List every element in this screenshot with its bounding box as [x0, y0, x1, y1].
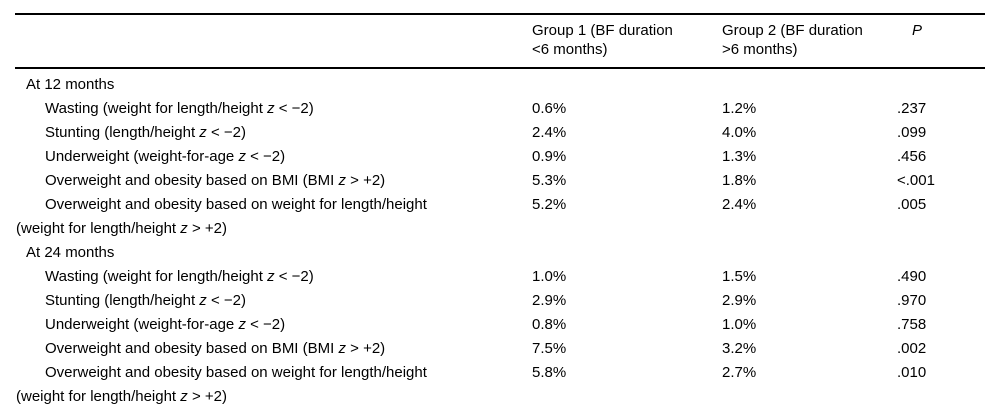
row-label: At 12 months: [26, 76, 115, 93]
table-header: Group 1 (BF duration <6 months) Group 2 …: [15, 14, 985, 69]
group1-value: [532, 241, 722, 265]
group1-value: 2.4%: [532, 124, 567, 141]
column-header-group2-label: Group 2 (BF duration >6 months): [722, 22, 863, 58]
group2-value: 2.9%: [722, 292, 757, 309]
row-label: Overweight and obesity based on weight f…: [15, 193, 532, 241]
group2-value: 1.8%: [722, 172, 757, 189]
group1-value: 0.9%: [532, 148, 567, 165]
table-row: Wasting (weight for length/height z < −2…: [15, 265, 985, 289]
group1-value: 5.2%: [532, 196, 567, 213]
row-label: Overweight and obesity based on BMI (BMI…: [45, 340, 386, 357]
group1-value: 0.8%: [532, 316, 567, 333]
z-score-symbol: z: [338, 172, 346, 189]
row-label: At 24 months: [26, 244, 115, 261]
table-row: Underweight (weight-for-age z < −2) 0.9% 1…: [15, 145, 985, 169]
column-header-p-label: P: [912, 22, 923, 39]
p-value: .237: [897, 100, 927, 117]
p-value: [897, 241, 985, 265]
group1-value: 2.9%: [532, 292, 567, 309]
table-row: Stunting (length/height z < −2) 2.4% 4.0%.…: [15, 121, 985, 145]
z-score-symbol: z: [267, 268, 275, 285]
column-header-group1-label: Group 1 (BF duration <6 months): [532, 22, 673, 58]
table-row: Stunting (length/height z < −2) 2.9% 2.9%.…: [15, 289, 985, 313]
group1-value: 5.3%: [532, 172, 567, 189]
z-score-symbol: z: [267, 100, 275, 117]
group2-value: [722, 68, 897, 97]
p-value: .970: [897, 292, 927, 309]
group2-value: 3.2%: [722, 340, 757, 357]
group1-value: 1.0%: [532, 268, 567, 285]
p-value: .099: [897, 124, 927, 141]
anthropometric-outcomes-table: Group 1 (BF duration <6 months) Group 2 …: [15, 13, 985, 409]
column-header-group2: Group 2 (BF duration >6 months): [722, 14, 897, 69]
column-header-group1: Group 1 (BF duration <6 months): [532, 14, 722, 69]
table-body: At 12 months Wasting (weight for length/h…: [15, 68, 985, 409]
row-label-continuation: (weight for length/height z > +2): [16, 220, 227, 237]
row-label: Overweight and obesity based on BMI (BMI…: [45, 172, 386, 189]
row-label: Underweight (weight-for-age z < −2): [45, 316, 286, 333]
p-value: .490: [897, 268, 927, 285]
table-row: Overweight and obesity based on weight f…: [15, 193, 985, 241]
table-row: Overweight and obesity based on BMI (BMI…: [15, 337, 985, 361]
group1-value: 5.8%: [532, 364, 567, 381]
p-value: .456: [897, 148, 927, 165]
p-value: <.001: [897, 172, 935, 189]
z-score-symbol: z: [199, 124, 207, 141]
z-score-symbol: z: [238, 148, 246, 165]
row-label: Underweight (weight-for-age z < −2): [45, 148, 286, 165]
group2-value: 1.5%: [722, 268, 757, 285]
row-label: Stunting (length/height z < −2): [45, 124, 246, 141]
z-score-symbol: z: [180, 388, 188, 405]
group2-value: 2.4%: [722, 196, 757, 213]
group1-value: 0.6%: [532, 100, 567, 117]
table-row: Underweight (weight-for-age z < −2) 0.8% 1…: [15, 313, 985, 337]
z-score-symbol: z: [199, 292, 207, 309]
p-value: [897, 68, 985, 97]
row-label: Stunting (length/height z < −2): [45, 292, 246, 309]
row-label: Overweight and obesity based on weight f…: [15, 361, 532, 409]
group2-value: 1.0%: [722, 316, 757, 333]
group2-value: 1.2%: [722, 100, 757, 117]
p-value: .010: [897, 364, 927, 381]
section-row: At 24 months: [15, 241, 985, 265]
table-row: Overweight and obesity based on BMI (BMI…: [15, 169, 985, 193]
row-label: Wasting (weight for length/height z < −2…: [45, 268, 314, 285]
column-header-p: P: [897, 14, 985, 69]
p-value: .758: [897, 316, 927, 333]
z-score-symbol: z: [180, 220, 188, 237]
group2-value: 1.3%: [722, 148, 757, 165]
p-value: .002: [897, 340, 927, 357]
group1-value: [532, 68, 722, 97]
group1-value: 7.5%: [532, 340, 567, 357]
row-label-continuation: (weight for length/height z > +2): [16, 388, 227, 405]
group2-value: 4.0%: [722, 124, 757, 141]
section-row: At 12 months: [15, 68, 985, 97]
group2-value: 2.7%: [722, 364, 757, 381]
z-score-symbol: z: [338, 340, 346, 357]
row-label-column-header: [15, 14, 532, 69]
z-score-symbol: z: [238, 316, 246, 333]
p-value: .005: [897, 196, 927, 213]
header-row: Group 1 (BF duration <6 months) Group 2 …: [15, 14, 985, 69]
table-row: Overweight and obesity based on weight f…: [15, 361, 985, 409]
group2-value: [722, 241, 897, 265]
row-label: Wasting (weight for length/height z < −2…: [45, 100, 314, 117]
table-row: Wasting (weight for length/height z < −2…: [15, 97, 985, 121]
